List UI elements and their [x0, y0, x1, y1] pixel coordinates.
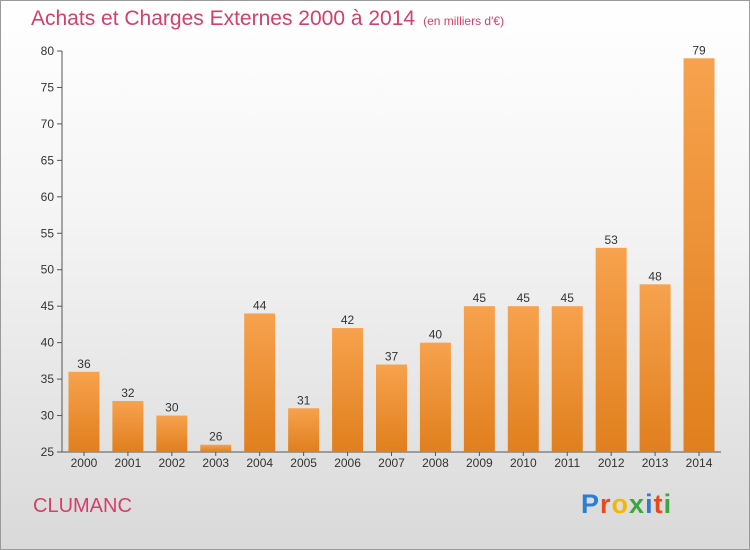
y-tick-label: 80	[41, 44, 55, 58]
data-label: 44	[253, 298, 267, 312]
y-tick-label: 30	[41, 409, 55, 423]
brand-letter: P	[581, 489, 601, 519]
bar	[376, 364, 407, 452]
y-tick-label: 55	[41, 226, 55, 240]
y-tick-label: 40	[41, 336, 55, 350]
chart-title: Achats et Charges Externes 2000 à 2014 (e…	[31, 7, 504, 31]
bar	[639, 284, 671, 452]
data-label: 36	[77, 357, 91, 371]
x-tick-label: 2002	[158, 456, 185, 470]
bar	[419, 342, 451, 452]
y-tick-label: 70	[41, 117, 55, 131]
y-tick-label: 35	[41, 372, 55, 386]
bar	[68, 371, 100, 452]
data-label: 26	[209, 430, 223, 444]
bar	[332, 328, 364, 452]
x-tick-label: 2012	[598, 456, 625, 470]
data-label: 31	[297, 393, 311, 407]
data-label: 30	[165, 401, 179, 415]
unit-label: (en milliers d'€)	[423, 14, 505, 28]
x-tick-label: 2010	[510, 456, 537, 470]
brand-letter: x	[629, 489, 646, 519]
x-tick-label: 2000	[71, 456, 98, 470]
bar	[288, 408, 320, 452]
brand-letter: i	[645, 489, 654, 519]
data-label: 40	[429, 328, 443, 342]
bar	[507, 306, 539, 452]
bar	[156, 415, 188, 452]
brand-letter: r	[600, 489, 612, 519]
bar	[595, 247, 627, 452]
y-tick-label: 50	[41, 263, 55, 277]
bar	[463, 306, 495, 452]
bar	[683, 58, 715, 453]
bar	[551, 306, 583, 452]
brand-letter: i	[663, 489, 673, 519]
x-tick-label: 2014	[686, 456, 713, 470]
brand-logo: Proxiti	[581, 489, 672, 520]
data-label: 42	[341, 313, 355, 327]
x-tick-label: 2008	[422, 456, 449, 470]
x-tick-label: 2011	[554, 456, 580, 470]
bar	[112, 400, 144, 452]
x-tick-label: 2006	[334, 456, 361, 470]
x-tick-label: 2009	[466, 456, 493, 470]
brand-letter: t	[653, 489, 664, 519]
x-tick-label: 2005	[290, 456, 317, 470]
data-label: 45	[561, 291, 575, 305]
data-label: 45	[473, 291, 487, 305]
data-label: 32	[121, 386, 135, 400]
y-tick-label: 75	[41, 80, 55, 94]
data-label: 48	[648, 269, 662, 283]
bar	[200, 444, 232, 452]
y-tick-label: 65	[41, 153, 55, 167]
title-text: Achats et Charges Externes 2000 à 2014	[31, 7, 416, 30]
data-label: 79	[692, 43, 706, 57]
x-tick-label: 2013	[642, 456, 669, 470]
y-tick-label: 25	[41, 445, 55, 459]
x-tick-label: 2003	[202, 456, 229, 470]
data-label: 37	[385, 350, 399, 364]
y-tick-label: 45	[41, 299, 55, 313]
y-tick-label: 60	[41, 190, 55, 204]
data-label: 45	[517, 291, 531, 305]
x-tick-label: 2004	[246, 456, 273, 470]
x-tick-label: 2007	[378, 456, 405, 470]
bar	[244, 313, 276, 452]
data-label: 53	[604, 233, 618, 247]
brand-letter: o	[611, 489, 630, 519]
bars: 36 32 30 26 44 31 42 37 40 45 45 45 53 48 79	[68, 43, 715, 453]
x-tick-label: 2001	[115, 456, 142, 470]
place-name: CLUMANC	[33, 495, 132, 517]
